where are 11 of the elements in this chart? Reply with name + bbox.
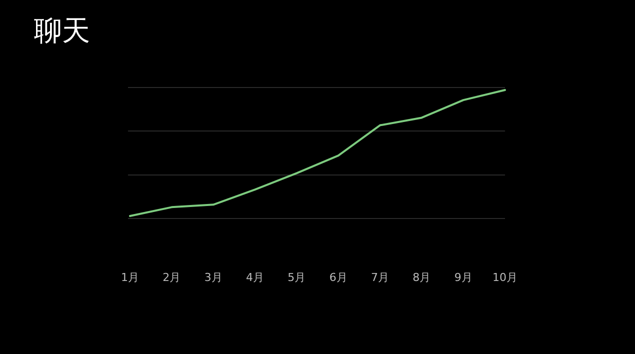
x-tick-label: 7月 [371,271,389,284]
x-tick-label: 4月 [246,271,264,284]
x-tick-label: 10月 [492,271,518,284]
chart-title: 聊天 [34,14,90,47]
x-tick-label: 6月 [329,271,348,284]
x-tick-label: 9月 [454,271,472,284]
x-tick-label: 2月 [162,271,181,284]
x-tick-label: 5月 [288,271,306,284]
x-tick-label: 1月 [121,271,139,284]
x-tick-label: 3月 [204,271,222,284]
x-tick-label: 8月 [412,271,431,284]
